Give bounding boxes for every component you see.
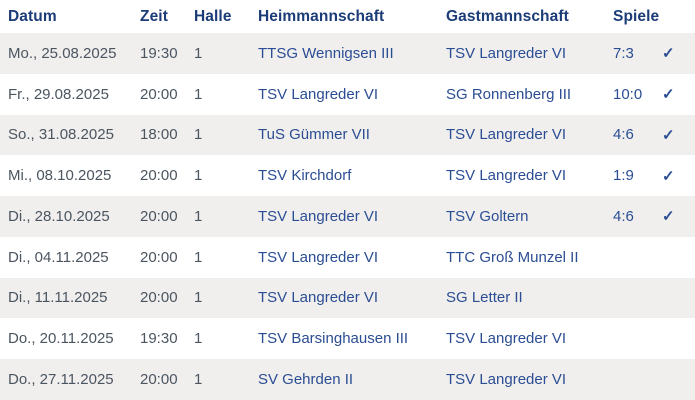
table-row[interactable]: Di., 28.10.2025 20:00 1 TSV Langreder VI…	[0, 196, 695, 237]
match-hall: 1	[194, 248, 203, 266]
table-row[interactable]: Mi., 08.10.2025 20:00 1 TSV Kirchdorf TS…	[0, 155, 695, 197]
played-check-icon: ✓	[662, 208, 675, 226]
played-check-icon: ✓	[662, 167, 675, 185]
match-date: Mi., 08.10.2025	[8, 167, 112, 185]
match-date: Mo., 25.08.2025	[8, 44, 117, 62]
played-check-icon: ✓	[662, 126, 675, 144]
match-time: 20:00	[140, 85, 178, 103]
guest-team-link[interactable]: SG Letter II	[446, 289, 523, 307]
played-check-icon: ✓	[662, 86, 675, 104]
match-hall: 1	[194, 371, 203, 388]
match-hall: 1	[194, 44, 203, 62]
match-score[interactable]: 4:6	[613, 126, 634, 144]
match-hall: 1	[194, 289, 203, 307]
table-row[interactable]: Di., 04.11.2025 20:00 1 TSV Langreder VI…	[0, 236, 695, 278]
column-header-spiele: Spiele	[613, 7, 660, 25]
match-hall: 1	[194, 85, 203, 103]
column-header-datum: Datum	[8, 7, 57, 25]
match-date: Di., 28.10.2025	[8, 207, 110, 225]
column-header-heimmannschaft: Heimmannschaft	[258, 7, 385, 25]
match-score[interactable]: 4:6	[613, 207, 634, 225]
match-time: 20:00	[140, 371, 178, 388]
table-header-row: Datum Zeit Halle Heimmannschaft Gastmann…	[0, 0, 695, 33]
guest-team-link[interactable]: TTC Groß Munzel II	[446, 248, 579, 266]
match-hall: 1	[194, 330, 203, 348]
match-hall: 1	[194, 126, 203, 144]
table-row[interactable]: Do., 27.11.2025 20:00 1 SV Gehrden II TS…	[0, 359, 695, 400]
match-date: Di., 11.11.2025	[8, 289, 108, 307]
match-hall: 1	[194, 207, 203, 225]
column-header-halle: Halle	[194, 7, 232, 25]
guest-team-link[interactable]: SG Ronnenberg III	[446, 85, 572, 103]
match-date: Fr., 29.08.2025	[8, 85, 109, 103]
guest-team-link[interactable]: TSV Langreder VI	[446, 371, 567, 388]
home-team-link[interactable]: TSV Langreder VI	[258, 248, 379, 266]
match-score[interactable]: 10:0	[613, 85, 643, 103]
home-team-link[interactable]: TSV Barsinghausen III	[258, 330, 409, 348]
guest-team-link[interactable]: TSV Langreder VI	[446, 330, 567, 348]
match-hall: 1	[194, 167, 203, 185]
match-score[interactable]: 1:9	[613, 167, 634, 185]
match-time: 20:00	[140, 207, 178, 225]
match-time: 18:00	[140, 126, 178, 144]
guest-team-link[interactable]: TSV Langreder VI	[446, 167, 567, 185]
match-time: 19:30	[140, 330, 178, 348]
table-row[interactable]: Di., 11.11.2025 20:00 1 TSV Langreder VI…	[0, 277, 695, 319]
match-time: 20:00	[140, 248, 178, 266]
home-team-link[interactable]: TSV Langreder VI	[258, 85, 379, 103]
guest-team-link[interactable]: TSV Goltern	[446, 207, 529, 225]
match-date: So., 31.08.2025	[8, 126, 114, 144]
played-check-icon: ✓	[662, 45, 675, 63]
column-header-gastmannschaft: Gastmannschaft	[446, 7, 569, 25]
home-team-link[interactable]: TTSG Wennigsen III	[258, 44, 394, 62]
match-time: 20:00	[140, 167, 178, 185]
home-team-link[interactable]: SV Gehrden II	[258, 371, 354, 388]
table-row[interactable]: Do., 20.11.2025 19:30 1 TSV Barsinghause…	[0, 318, 695, 360]
table-row[interactable]: Mo., 25.08.2025 19:30 1 TTSG Wennigsen I…	[0, 33, 695, 74]
column-header-zeit: Zeit	[140, 7, 168, 25]
table-body: Mo., 25.08.2025 19:30 1 TTSG Wennigsen I…	[0, 33, 695, 400]
table-row[interactable]: So., 31.08.2025 18:00 1 TuS Gümmer VII T…	[0, 114, 695, 156]
home-team-link[interactable]: TSV Langreder VI	[258, 207, 379, 225]
match-time: 20:00	[140, 289, 178, 307]
table-row[interactable]: Fr., 29.08.2025 20:00 1 TSV Langreder VI…	[0, 73, 695, 115]
guest-team-link[interactable]: TSV Langreder VI	[446, 126, 567, 144]
match-date: Do., 27.11.2025	[8, 371, 114, 388]
home-team-link[interactable]: TuS Gümmer VII	[258, 126, 370, 144]
match-score[interactable]: 7:3	[613, 44, 634, 62]
match-date: Di., 04.11.2025	[8, 248, 109, 266]
home-team-link[interactable]: TSV Kirchdorf	[258, 167, 352, 185]
guest-team-link[interactable]: TSV Langreder VI	[446, 44, 567, 62]
match-time: 19:30	[140, 44, 178, 62]
home-team-link[interactable]: TSV Langreder VI	[258, 289, 379, 307]
match-date: Do., 20.11.2025	[8, 330, 114, 348]
